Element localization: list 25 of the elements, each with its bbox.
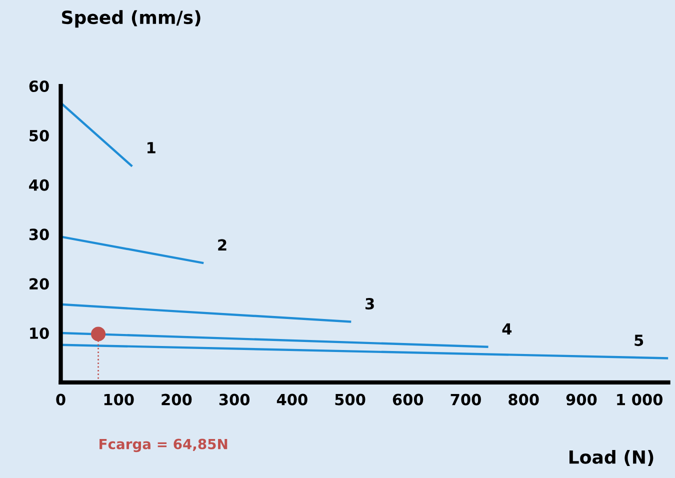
x-tick-label: 800 xyxy=(508,394,539,406)
series-label: 5 xyxy=(634,334,644,346)
y-tick-label: 50 xyxy=(30,130,49,142)
series-label: 3 xyxy=(366,298,374,310)
x-axis-title: Load (N) xyxy=(569,450,654,466)
y-tick-label: 40 xyxy=(29,179,49,191)
x-tick-label: 700 xyxy=(450,394,481,406)
x-tick-label: 600 xyxy=(392,394,424,406)
x-tick-label: 900 xyxy=(566,394,597,406)
y-tick-label: 20 xyxy=(30,278,49,290)
y-axis-title: Speed (mm/s) xyxy=(62,10,200,28)
series-label: 1 xyxy=(148,142,156,154)
y-tick-label: 60 xyxy=(29,80,49,92)
ref-line-label: Fcarga = 64,85N xyxy=(100,438,228,452)
y-tick-label: 10 xyxy=(30,327,49,340)
x-tick-label: 500 xyxy=(335,394,366,406)
x-tick-label: 300 xyxy=(219,394,250,406)
series-label: 4 xyxy=(502,323,512,334)
series-label: 2 xyxy=(218,239,226,251)
x-tick-label: 200 xyxy=(162,394,192,406)
x-tick-label: 0 xyxy=(56,394,66,406)
y-tick-label: 30 xyxy=(29,228,49,240)
x-tick-label: 100 xyxy=(104,394,134,406)
x-tick-label: 1 000 xyxy=(617,394,663,406)
x-tick-label: 400 xyxy=(276,394,308,406)
